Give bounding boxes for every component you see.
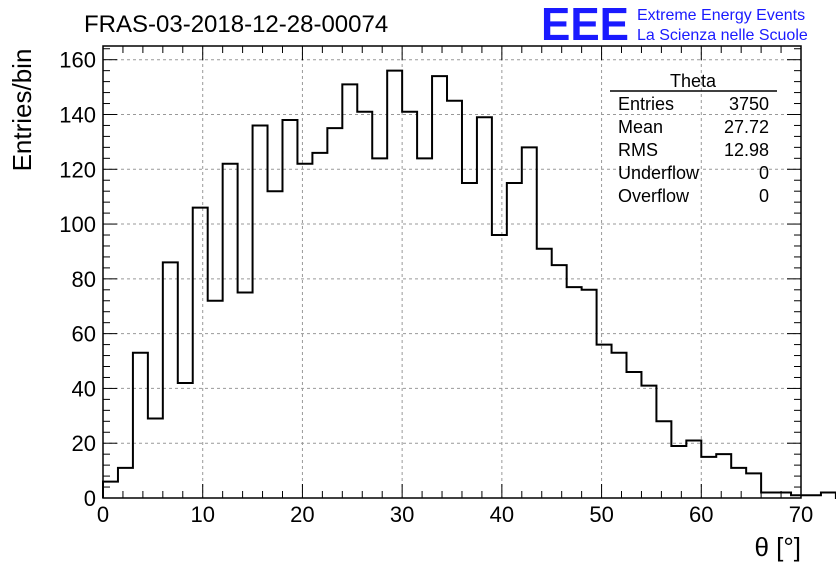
histogram-bin — [477, 117, 492, 498]
histogram-bin — [627, 372, 642, 498]
gridlines — [103, 46, 801, 498]
axis-ticks — [102, 46, 802, 499]
plot-frame — [102, 45, 802, 499]
stats-label: RMS — [618, 140, 658, 160]
histogram-bin — [342, 84, 357, 498]
y-axis-label: Entries/bin — [7, 49, 37, 172]
histogram-bin — [567, 287, 582, 498]
histogram-bin — [357, 112, 372, 498]
stats-label: Entries — [618, 94, 674, 114]
histogram-bin — [671, 446, 686, 498]
stats-value: 0 — [759, 186, 769, 206]
histogram-bin — [597, 345, 612, 498]
histogram-bin — [612, 353, 627, 498]
stats-label: Mean — [618, 117, 663, 137]
histogram-bin — [163, 262, 178, 498]
histogram-bin — [208, 301, 223, 498]
stats-value: 3750 — [729, 94, 769, 114]
x-tick-label: 60 — [689, 502, 713, 527]
histogram-bin — [552, 265, 567, 498]
histogram-bin — [103, 482, 118, 498]
stats-box-title: Theta — [670, 71, 717, 91]
histogram-bin — [716, 454, 731, 498]
stats-value: 12.98 — [724, 140, 769, 160]
y-tick-label: 0 — [84, 486, 96, 511]
histogram-bin — [282, 120, 297, 498]
histogram-bin — [462, 183, 477, 498]
histogram-bin — [746, 473, 761, 498]
y-tick-label: 140 — [59, 102, 96, 127]
histogram-bin — [447, 101, 462, 498]
y-tick-label: 80 — [72, 267, 96, 292]
histogram-bin — [387, 71, 402, 498]
stats-value: 27.72 — [724, 117, 769, 137]
eee-logo-letters: EEE — [541, 0, 629, 50]
x-tick-label: 30 — [390, 502, 414, 527]
histogram-bin — [432, 76, 447, 498]
histogram-bin — [253, 125, 268, 498]
histogram-bin — [372, 158, 387, 498]
y-tick-label: 160 — [59, 48, 96, 73]
histogram-bin — [656, 421, 671, 498]
y-tick-label: 20 — [72, 431, 96, 456]
histogram-bin — [507, 183, 522, 498]
stats-label: Underflow — [618, 163, 700, 183]
histogram-bin — [402, 112, 417, 498]
histogram-bin — [701, 457, 716, 498]
y-tick-label: 100 — [59, 212, 96, 237]
x-tick-label: 40 — [490, 502, 514, 527]
eee-logo-line2: La Scienza nelle Scuole — [637, 27, 808, 44]
histogram-bin — [297, 164, 312, 498]
histogram-bin — [686, 440, 701, 498]
histogram-bin — [492, 235, 507, 498]
histogram-bin — [178, 383, 193, 498]
stats-value: 0 — [759, 163, 769, 183]
y-tick-label: 120 — [59, 157, 96, 182]
histogram-bin — [731, 468, 746, 498]
x-tick-label: 70 — [789, 502, 813, 527]
y-tick-label: 40 — [72, 376, 96, 401]
histogram-bin — [537, 249, 552, 498]
histogram-bin — [417, 158, 432, 498]
histogram-bin — [582, 290, 597, 498]
x-tick-label: 10 — [190, 502, 214, 527]
x-tick-label: 20 — [290, 502, 314, 527]
histogram-bin — [118, 468, 133, 498]
eee-logo-line1: Extreme Energy Events — [637, 7, 805, 24]
chart-title: FRAS-03-2018-12-28-00074 — [84, 11, 388, 38]
histogram-bin — [133, 353, 148, 498]
histogram-bin — [312, 153, 327, 498]
x-tick-label: 50 — [589, 502, 613, 527]
stats-box: Theta Entries 3750 Mean 27.72 RMS 12.98 Underf… — [610, 71, 777, 206]
histogram-bin — [238, 293, 253, 498]
histogram-bin — [148, 419, 163, 498]
histogram-bin — [522, 147, 537, 498]
histogram-bin — [193, 208, 208, 498]
histogram-outline — [102, 69, 836, 499]
stats-label: Overflow — [618, 186, 690, 206]
histogram-bin — [223, 164, 238, 498]
x-axis-label: θ [°] — [754, 532, 801, 562]
x-tick-label: 0 — [97, 502, 109, 527]
histogram-bin — [641, 386, 656, 498]
x-tick-labels: 0 10 20 30 40 50 60 70 — [97, 502, 813, 527]
histogram-bin — [327, 128, 342, 498]
y-tick-labels: 0 20 40 60 80 100 120 140 160 — [59, 48, 96, 511]
y-tick-label: 60 — [72, 322, 96, 347]
eee-logo: EEE Extreme Energy Events La Scienza nel… — [541, 0, 808, 50]
histogram-bin — [268, 191, 283, 498]
